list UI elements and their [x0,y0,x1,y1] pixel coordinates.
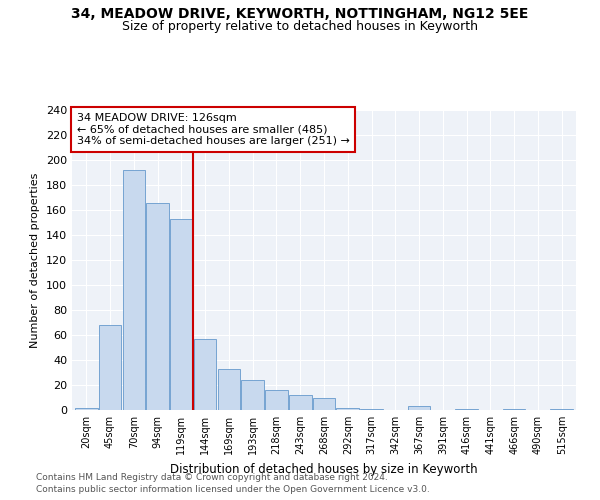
Bar [218,369,240,410]
Bar [99,325,121,410]
Text: 34, MEADOW DRIVE, KEYWORTH, NOTTINGHAM, NG12 5EE: 34, MEADOW DRIVE, KEYWORTH, NOTTINGHAM, … [71,8,529,22]
Bar [122,170,145,410]
Y-axis label: Number of detached properties: Number of detached properties [31,172,40,348]
Bar [360,409,383,410]
Bar [455,409,478,410]
X-axis label: Distribution of detached houses by size in Keyworth: Distribution of detached houses by size … [170,462,478,475]
Text: Size of property relative to detached houses in Keyworth: Size of property relative to detached ho… [122,20,478,33]
Bar [503,409,526,410]
Bar [265,390,288,410]
Bar [170,219,193,410]
Bar [75,408,98,410]
Bar [550,409,573,410]
Text: 34 MEADOW DRIVE: 126sqm
← 65% of detached houses are smaller (485)
34% of semi-d: 34 MEADOW DRIVE: 126sqm ← 65% of detache… [77,113,350,146]
Bar [146,202,169,410]
Text: Contains HM Land Registry data © Crown copyright and database right 2024.: Contains HM Land Registry data © Crown c… [36,474,388,482]
Bar [313,398,335,410]
Bar [289,395,311,410]
Bar [194,339,217,410]
Bar [408,406,430,410]
Text: Contains public sector information licensed under the Open Government Licence v3: Contains public sector information licen… [36,485,430,494]
Bar [241,380,264,410]
Bar [337,408,359,410]
